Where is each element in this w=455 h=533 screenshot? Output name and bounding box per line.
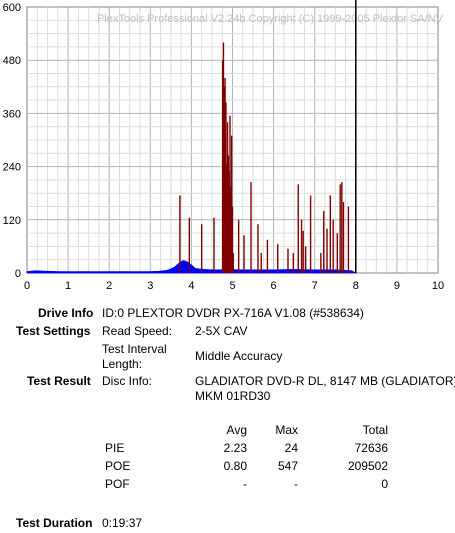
- test-duration-label: Test Duration: [16, 516, 93, 530]
- stats-row-name: PIE: [105, 441, 125, 455]
- read-speed-label: Read Speed:: [102, 324, 173, 338]
- watermark: PlexTools Professional V2.24b Copyright …: [97, 13, 444, 25]
- y-tick-label: 360: [3, 108, 21, 120]
- y-tick-label: 240: [3, 162, 21, 174]
- test-interval-value: Middle Accuracy: [195, 349, 283, 363]
- x-tick-label: 0: [24, 280, 30, 292]
- disc-info-label: Disc Info:: [102, 374, 153, 388]
- test-result-label: Test Result: [27, 374, 91, 388]
- stats-row-max: -: [294, 477, 298, 491]
- test-interval-label-2: Length:: [102, 357, 143, 371]
- stats-row-max: 24: [284, 441, 298, 455]
- pie-series: [26, 260, 356, 274]
- stats-row-max: 547: [277, 459, 298, 473]
- test-duration-value: 0:19:37: [102, 516, 143, 530]
- read-speed-value: 2-5X CAV: [195, 324, 248, 338]
- stats-row-total: 0: [381, 477, 388, 491]
- stats-row-name: POE: [105, 459, 131, 473]
- stats-row-name: POF: [105, 477, 130, 491]
- x-tick-label: 8: [353, 280, 359, 292]
- disc-info-value: GLADIATOR DVD-R DL, 8147 MB (GLADIATOR): [195, 374, 455, 388]
- drive-info-label: Drive Info: [38, 306, 94, 320]
- poe-series: [179, 42, 350, 273]
- disc-info-value-2: MKM 01RD30: [195, 389, 271, 403]
- x-tick-label: 7: [312, 280, 318, 292]
- x-tick-label: 2: [106, 280, 112, 292]
- y-axis: 0 120 240 360 480 600: [3, 2, 21, 280]
- x-tick-label: 3: [147, 280, 153, 292]
- stats-header-total: Total: [362, 423, 388, 437]
- x-tick-label: 10: [432, 280, 444, 292]
- x-axis: 0 1 2 3 4 5 6 7 8 9 10: [24, 280, 444, 292]
- x-tick-label: 1: [65, 280, 71, 292]
- y-tick-label: 120: [3, 215, 21, 227]
- test-interval-label: Test Interval: [102, 342, 167, 356]
- x-tick-label: 9: [394, 280, 400, 292]
- chart: PlexTools Professional V2.24b Copyright …: [3, 0, 444, 292]
- y-tick-label: 480: [3, 55, 21, 67]
- stats-row-total: 209502: [347, 459, 388, 473]
- stats-header-max: Max: [275, 423, 298, 437]
- stats-row-total: 72636: [354, 441, 388, 455]
- test-settings-label: Test Settings: [16, 324, 91, 338]
- stats-row-avg: 2.23: [223, 441, 247, 455]
- stats-header-avg: Avg: [226, 423, 247, 437]
- y-tick-label: 0: [15, 268, 21, 280]
- pie-area: [26, 260, 356, 274]
- y-tick-label: 600: [3, 2, 21, 14]
- x-tick-label: 5: [229, 280, 235, 292]
- stats-row-avg: -: [243, 477, 247, 491]
- drive-info-value: ID:0 PLEXTOR DVDR PX-716A V1.08 (#538634…: [102, 306, 364, 320]
- x-tick-label: 6: [271, 280, 277, 292]
- stats-row-avg: 0.80: [223, 459, 247, 473]
- x-tick-label: 4: [188, 280, 194, 292]
